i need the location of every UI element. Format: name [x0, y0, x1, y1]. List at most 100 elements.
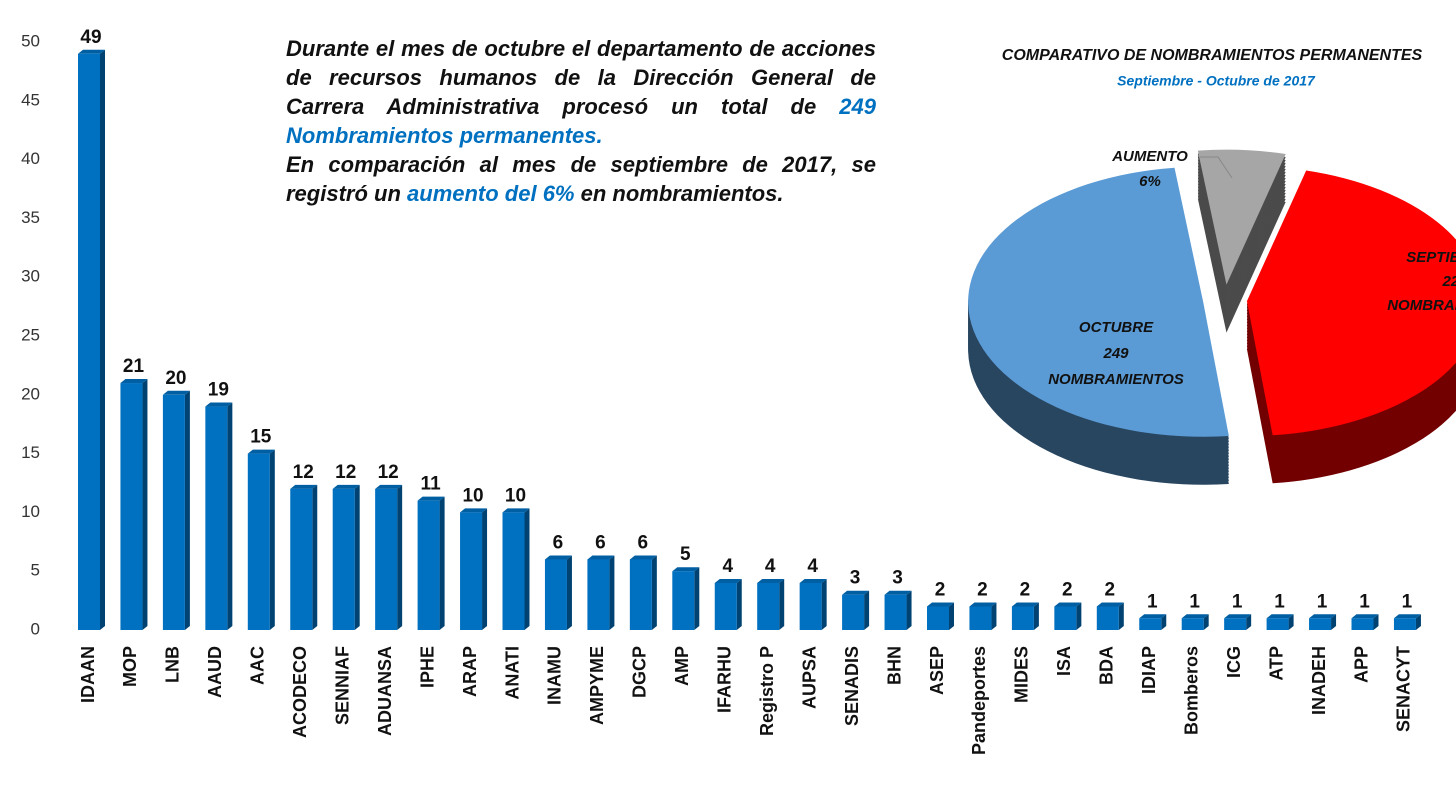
- bar-side: [100, 50, 105, 630]
- value-label: 2: [977, 579, 988, 600]
- slice-label: NOMBRAMIENTOS: [1048, 371, 1184, 388]
- bar-side: [312, 485, 317, 630]
- slice-label: 6%: [1139, 173, 1161, 190]
- bar: [885, 595, 907, 630]
- x-tick-label: ATP: [1266, 646, 1286, 681]
- x-tick-label: AMPYME: [587, 646, 607, 725]
- value-label: 12: [335, 462, 356, 483]
- bar-side: [1076, 602, 1081, 630]
- bar: [587, 559, 609, 630]
- value-label: 21: [123, 356, 145, 377]
- bar: [375, 489, 397, 630]
- x-tick-label: IFARHU: [715, 646, 735, 713]
- x-tick-label: IPHE: [417, 646, 437, 688]
- x-tick-label: AAC: [248, 646, 268, 685]
- y-tick-label: 15: [21, 443, 40, 462]
- x-tick-label: INAMU: [545, 646, 565, 705]
- value-label: 12: [293, 462, 314, 483]
- bar-side: [609, 555, 614, 630]
- value-label: 2: [1020, 579, 1031, 600]
- bar-side: [142, 379, 147, 630]
- bar: [163, 395, 185, 630]
- y-tick-label: 35: [21, 208, 40, 227]
- bar: [1224, 618, 1246, 630]
- x-tick-label: MOP: [120, 646, 140, 687]
- x-tick-label: Bomberos: [1181, 646, 1201, 735]
- y-tick-label: 45: [21, 90, 40, 109]
- x-tick-label: ICG: [1224, 646, 1244, 678]
- bar: [1267, 618, 1289, 630]
- slice-label: 221: [1441, 273, 1456, 290]
- y-tick-label: 20: [21, 384, 40, 403]
- annotation-text: aumento del 6%: [407, 181, 574, 206]
- bar-side: [737, 579, 742, 630]
- bar: [842, 595, 864, 630]
- x-tick-label: SENNIAF: [332, 646, 352, 725]
- x-tick-label: IDIAP: [1139, 646, 1159, 694]
- bar-side: [185, 391, 190, 630]
- x-tick-label: ANATI: [502, 646, 522, 700]
- annotation-text: Durante el mes de octubre el departament…: [286, 36, 876, 119]
- slice-label: AUMENTO: [1111, 148, 1188, 165]
- bar: [205, 407, 227, 630]
- value-label: 2: [1062, 579, 1073, 600]
- bar: [1309, 618, 1331, 630]
- value-label: 1: [1147, 591, 1158, 612]
- bar: [290, 489, 312, 630]
- x-tick-label: SENACYT: [1394, 646, 1414, 732]
- bar-side: [907, 591, 912, 630]
- bar-side: [864, 591, 869, 630]
- bar: [545, 559, 567, 630]
- bar: [800, 583, 822, 630]
- bar: [1097, 606, 1119, 630]
- bar-side: [1119, 602, 1124, 630]
- x-tick-label: LNB: [163, 646, 183, 683]
- bar-side: [227, 403, 232, 630]
- slice-label: 249: [1102, 345, 1129, 362]
- y-tick-label: 5: [31, 561, 40, 580]
- bar-side: [567, 555, 572, 630]
- x-tick-label: Pandeportes: [969, 646, 989, 755]
- value-label: 1: [1189, 591, 1200, 612]
- bar-side: [1034, 602, 1039, 630]
- value-label: 2: [935, 579, 946, 600]
- x-tick-label: ARAP: [460, 646, 480, 697]
- chart-title: COMPARATIVO DE NOMBRAMIENTOS PERMANENTES: [1002, 47, 1423, 64]
- bar: [1352, 618, 1374, 630]
- bar-side: [779, 579, 784, 630]
- bar-side: [440, 497, 445, 630]
- bar-side: [525, 508, 530, 630]
- annotation: Durante el mes de octubre el departament…: [286, 34, 876, 208]
- bar-side: [270, 450, 275, 630]
- slice-label: SEPTIEMBRE: [1406, 249, 1456, 266]
- bar: [78, 54, 100, 630]
- value-label: 3: [892, 568, 903, 589]
- x-tick-label: AAUD: [205, 646, 225, 698]
- value-label: 12: [378, 462, 399, 483]
- value-label: 15: [250, 427, 272, 448]
- bar: [1139, 618, 1161, 630]
- bar: [1054, 606, 1076, 630]
- value-label: 11: [421, 474, 442, 495]
- bar: [757, 583, 779, 630]
- value-label: 4: [765, 556, 776, 577]
- x-tick-label: ADUANSA: [375, 646, 395, 736]
- bar: [248, 454, 270, 630]
- bar: [1012, 606, 1034, 630]
- value-label: 1: [1317, 591, 1328, 612]
- value-label: 6: [638, 532, 649, 553]
- x-tick-label: INADEH: [1309, 646, 1329, 715]
- slice-label: NOMBRAMIENTOS: [1387, 297, 1456, 314]
- value-label: 1: [1232, 591, 1243, 612]
- y-tick-label: 30: [21, 267, 40, 286]
- x-tick-label: Registro P: [757, 646, 777, 736]
- bar-side: [652, 555, 657, 630]
- bar: [1182, 618, 1204, 630]
- value-label: 1: [1274, 591, 1285, 612]
- annotation-text: en nombramientos.: [575, 181, 784, 206]
- bar: [715, 583, 737, 630]
- x-tick-label: BHN: [884, 646, 904, 685]
- value-label: 20: [165, 368, 186, 389]
- x-tick-label: AMP: [672, 646, 692, 686]
- bar-side: [482, 508, 487, 630]
